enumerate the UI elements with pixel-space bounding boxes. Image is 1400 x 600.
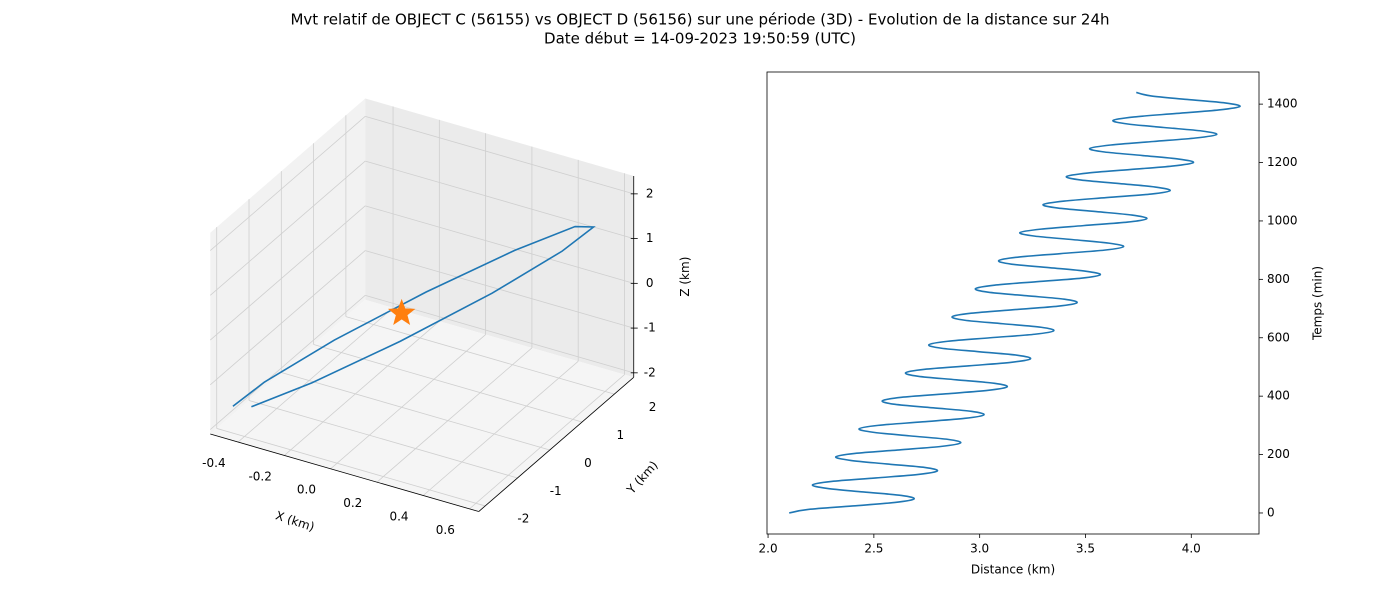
x-tick-label: 2.5	[864, 542, 883, 556]
grid-line	[216, 428, 486, 507]
y-tick-label: 600	[1267, 330, 1290, 344]
plot-area	[766, 71, 1260, 535]
grid-line	[365, 294, 634, 374]
x-tick-label: -0.4	[202, 456, 225, 470]
z-axis-label: Z (km)	[678, 257, 692, 297]
grid-line	[210, 116, 366, 251]
z-tick-label: 1	[646, 231, 654, 245]
x-tick-label: 4.0	[1182, 542, 1201, 556]
x-tick-label: 0.2	[343, 496, 362, 510]
x-tick-label: -0.2	[248, 469, 271, 483]
z-tick-label: 0	[646, 276, 654, 290]
y-tick-label: 2	[649, 400, 657, 414]
grid-line	[313, 344, 583, 423]
grid-line	[330, 334, 486, 470]
x-tick-label: 3.0	[970, 542, 989, 556]
y-tick-label: 1000	[1267, 213, 1298, 227]
grid-line	[210, 295, 366, 430]
grid-line	[281, 372, 550, 451]
x-tick-label: 3.5	[1076, 542, 1095, 556]
y-tick-label: 1400	[1267, 97, 1298, 111]
y-tick-label: 1200	[1267, 155, 1298, 169]
chart-title: Mvt relatif de OBJECT C (56155) vs OBJEC…	[290, 11, 1109, 29]
distance-line	[789, 91, 1241, 514]
z-tick-label: 2	[646, 186, 654, 200]
z-tick-label: -1	[644, 321, 656, 335]
chart-subtitle: Date début = 14-09-2023 19:50:59 (UTC)	[544, 30, 856, 48]
grid-line	[248, 400, 518, 479]
x-tick-label: 2.0	[759, 542, 778, 556]
grid-line	[469, 374, 625, 510]
grid-line	[365, 160, 634, 239]
reference-marker	[387, 298, 416, 325]
axis-line	[210, 433, 479, 512]
y-tick-label: 800	[1267, 272, 1290, 286]
y-axis-label: Temps (min)	[1311, 266, 1325, 341]
y-tick-label: 400	[1267, 389, 1290, 403]
grid-line	[237, 307, 394, 443]
z-tick-label: -2	[644, 365, 656, 379]
y-tick-label: 200	[1267, 447, 1290, 461]
grid-line	[345, 316, 615, 395]
grid-line	[210, 250, 366, 386]
grid-line	[365, 115, 634, 195]
pane-y	[365, 98, 634, 378]
grid-line	[210, 205, 366, 341]
x-tick-label: 0.0	[297, 483, 316, 497]
y-tick-label: 0	[1267, 505, 1275, 519]
trajectory	[232, 225, 596, 408]
grid-line	[365, 205, 634, 284]
y-tick-label: 0	[584, 456, 592, 470]
x-tick-label: 0.6	[436, 523, 455, 537]
axis-line	[478, 377, 634, 512]
x-tick-label: 0.4	[389, 509, 408, 523]
grid-line	[284, 320, 440, 456]
grid-line	[376, 347, 533, 483]
grid-line	[422, 360, 579, 496]
grid-line	[210, 160, 366, 296]
y-tick-label: -1	[550, 484, 562, 498]
y-tick-label: 1	[616, 428, 624, 442]
x-axis-label: Distance (km)	[971, 563, 1055, 577]
y-tick-label: -2	[517, 512, 529, 526]
